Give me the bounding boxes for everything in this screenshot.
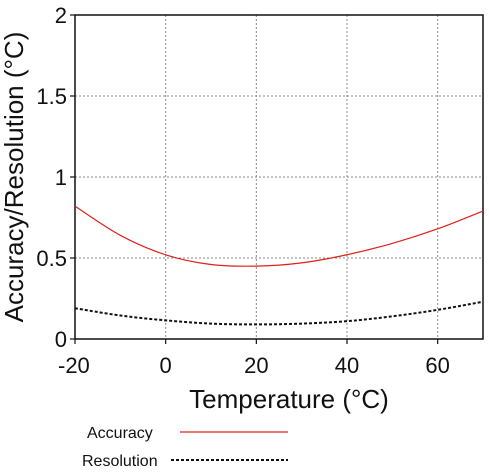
legend: Accuracy Resolution xyxy=(82,425,288,470)
y-axis-title: Accuracy/Resolution (°C) xyxy=(0,32,29,323)
y-axis-ticks: 0 0.5 1 1.5 2 xyxy=(36,3,75,352)
legend-label-resolution: Resolution xyxy=(82,453,158,470)
data-series xyxy=(74,205,484,326)
y-tick-label: 0 xyxy=(55,327,67,352)
legend-label-accuracy: Accuracy xyxy=(87,425,153,442)
grid-lines xyxy=(75,15,483,339)
series-line-accuracy xyxy=(74,205,484,267)
series-line-resolution xyxy=(74,300,484,326)
x-tick-label: 40 xyxy=(335,353,359,378)
y-tick-label: 2 xyxy=(55,3,67,28)
x-tick-label: 60 xyxy=(425,353,449,378)
x-tick-label: 20 xyxy=(244,353,268,378)
x-axis-ticks: -20 0 20 40 60 xyxy=(58,339,450,378)
x-tick-label: -20 xyxy=(58,353,90,378)
x-tick-label: 0 xyxy=(160,353,172,378)
y-tick-label: 1.5 xyxy=(36,84,67,109)
y-tick-label: 1 xyxy=(55,165,67,190)
x-axis-title: Temperature (°C) xyxy=(189,384,389,414)
y-tick-label: 0.5 xyxy=(36,246,67,271)
